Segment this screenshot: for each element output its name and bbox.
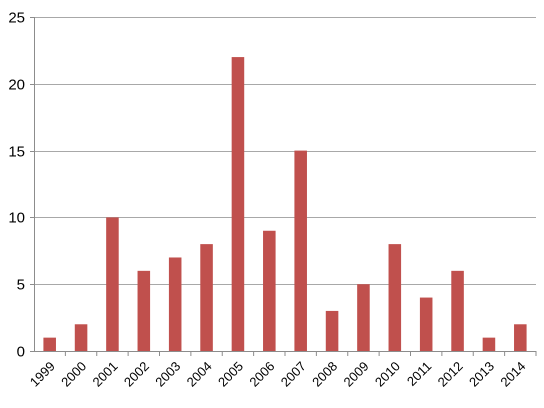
x-tick-label: 2001	[90, 359, 121, 390]
x-tick-label: 1999	[27, 359, 58, 390]
bar-2013	[482, 337, 496, 351]
bar-2005	[231, 57, 245, 351]
bar-1999	[43, 337, 56, 351]
bar-2008	[325, 310, 339, 351]
x-tick-label: 2009	[341, 359, 372, 390]
bar-2000	[74, 324, 88, 351]
y-tick-label: 5	[17, 277, 25, 294]
y-tick-label: 25	[8, 10, 25, 27]
x-tick-labels: 1999 2000 2001 2002 2003 2004 2005 2006 2007 2008…	[27, 359, 529, 390]
x-tick-label: 2000	[58, 359, 89, 390]
bar-2004	[200, 244, 213, 351]
bar-2007	[294, 150, 307, 351]
y-tick-labels: 0 5 10 15 20 25	[8, 10, 25, 361]
bar-2014	[514, 324, 527, 351]
axes	[30, 17, 537, 356]
x-tick-label: 2004	[184, 359, 215, 390]
x-tick-label: 2003	[152, 359, 183, 390]
x-tick-label: 2010	[372, 359, 403, 390]
bar-2012	[451, 270, 464, 351]
bar-2002	[137, 270, 151, 351]
x-tick-label: 2002	[121, 359, 152, 390]
bars	[43, 57, 527, 351]
bar-2003	[168, 257, 182, 351]
x-tick-label: 2008	[309, 359, 340, 390]
x-tick-label: 2012	[435, 359, 466, 390]
x-tick-label: 2011	[404, 359, 434, 389]
bar-2010	[388, 244, 402, 351]
x-tick-label: 2013	[466, 359, 497, 390]
x-tick-label: 2005	[215, 359, 246, 390]
bar-2009	[357, 284, 370, 351]
bar-2011	[419, 297, 433, 351]
y-tick-label: 10	[8, 210, 25, 227]
bar-2006	[263, 230, 276, 351]
y-tick-label: 15	[8, 144, 25, 161]
x-tick-label: 2014	[497, 359, 528, 390]
bar-2001	[106, 217, 119, 351]
y-tick-label: 20	[8, 77, 25, 94]
x-tick-label: 2007	[278, 359, 309, 390]
x-tick-label: 2006	[246, 359, 277, 390]
y-tick-label: 0	[17, 344, 25, 361]
